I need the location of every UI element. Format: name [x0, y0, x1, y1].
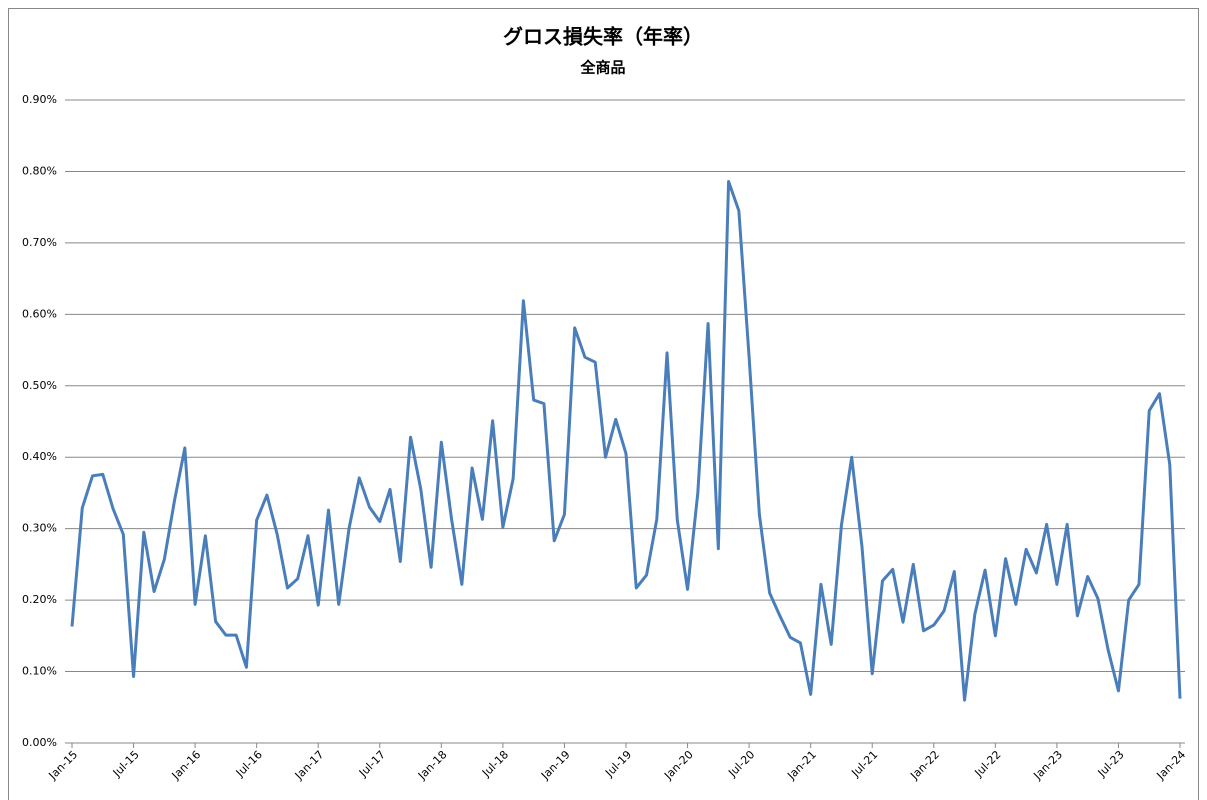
y-tick-label: 0.40% [22, 450, 57, 463]
y-tick-label: 0.60% [22, 307, 57, 320]
y-tick-label: 0.80% [22, 164, 57, 177]
x-tick-label: Jul-15 [110, 748, 142, 780]
x-tick-label: Jan-23 [1031, 748, 1066, 783]
x-tick-label: Jul-17 [356, 748, 388, 780]
y-tick-label: 0.50% [22, 379, 57, 392]
x-tick-label: Jul-23 [1095, 748, 1127, 780]
chart-border [8, 8, 1199, 800]
x-tick-label: Jan-16 [169, 748, 204, 783]
y-tick-label: 0.00% [22, 736, 57, 749]
x-tick-label: Jul-21 [848, 748, 880, 780]
x-tick-label: Jan-21 [784, 748, 819, 783]
y-tick-label: 0.10% [22, 665, 57, 678]
y-tick-label: 0.20% [22, 593, 57, 606]
x-tick-label: Jan-18 [415, 748, 450, 783]
chart-title: グロス損失率（年率） [503, 25, 703, 49]
y-tick-label: 0.70% [22, 236, 57, 249]
x-tick-label: Jan-19 [538, 748, 573, 783]
y-tick-label: 0.30% [22, 522, 57, 535]
x-tick-label: Jan-20 [661, 748, 696, 783]
x-tick-label: Jan-24 [1154, 748, 1189, 783]
chart-subtitle: 全商品 [579, 59, 625, 77]
x-tick-label: Jul-19 [602, 748, 634, 780]
x-tick-label: Jul-16 [233, 748, 265, 780]
y-tick-label: 0.90% [22, 93, 57, 106]
x-tick-label: Jan-15 [46, 748, 81, 783]
x-tick-label: Jul-20 [725, 748, 757, 780]
x-tick-label: Jan-17 [292, 748, 327, 783]
x-tick-label: Jul-22 [972, 748, 1004, 780]
data-line [70, 179, 1182, 702]
x-tick-label: Jul-18 [479, 748, 511, 780]
x-tick-label: Jan-22 [907, 748, 942, 783]
